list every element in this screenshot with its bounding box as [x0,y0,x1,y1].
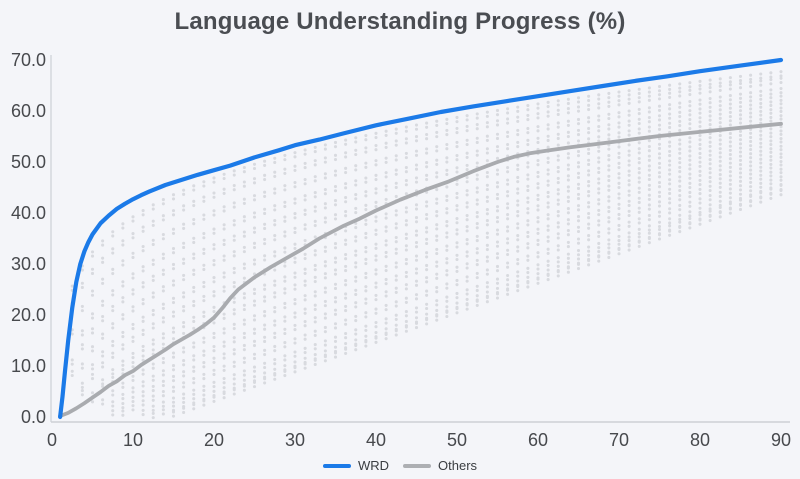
x-tick-label: 40 [366,430,386,450]
others-line-swatch [403,463,432,468]
chart-canvas: 0 10 20 30 40 50 60 70 80 90 0.0 10.0 20.0 30.0 40.0 50… [11,50,791,450]
x-tick-label: 0 [47,430,57,450]
x-tick-label: 70 [609,430,629,450]
wrd-line-swatch [322,463,351,468]
chart-title: Language Understanding Progress (%) [174,8,626,35]
wrd-line [58,57,784,420]
y-tick-label: 10.0 [11,356,46,376]
x-tick-label: 50 [447,430,467,450]
y-tick-label: 60.0 [11,101,46,121]
y-tick-label: 50.0 [11,152,46,172]
y-tick-label: 30.0 [11,254,46,274]
legend-item-wrd[interactable]: WRD [322,458,390,473]
x-tick-label: 60 [528,430,548,450]
x-tick-label: 20 [204,430,224,450]
y-tick-label: 70.0 [11,50,46,70]
y-tick-label: 40.0 [11,203,46,223]
y-tick-label: 0.0 [21,407,46,427]
others-line [58,121,783,418]
x-tick-label: 30 [285,430,305,450]
x-tick-label: 90 [771,430,791,450]
background-runs [70,70,783,420]
legend-label-wrd: WRD [357,458,390,473]
chart-legend: WRD Others [0,458,800,473]
y-tick-label: 20.0 [11,305,46,325]
x-tick-label: 80 [690,430,710,450]
x-tick-label: 10 [123,430,143,450]
legend-item-others[interactable]: Others [403,458,477,473]
legend-label-others: Others [438,458,478,473]
